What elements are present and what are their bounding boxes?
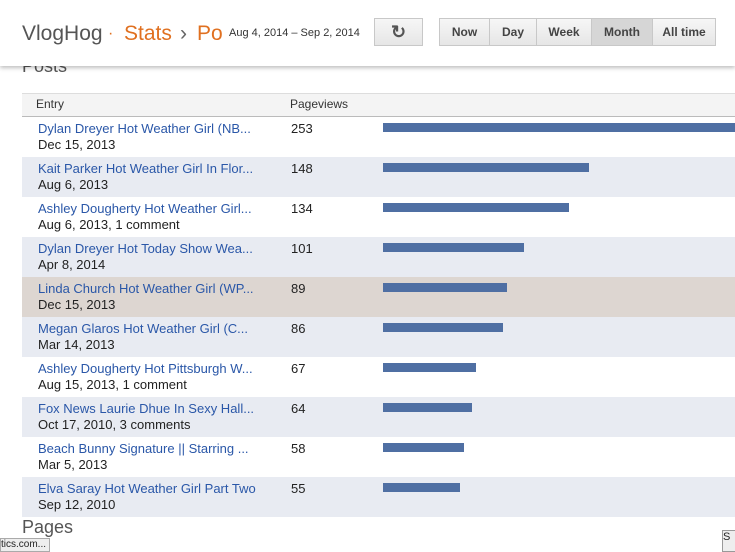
table-row: Dylan Dreyer Hot Today Show Wea... Apr 8,…	[22, 237, 735, 277]
table-row: Ashley Dougherty Hot Pittsburgh W... Aug …	[22, 357, 735, 397]
entry-date: Apr 8, 2014	[38, 257, 106, 272]
table-row: Ashley Dougherty Hot Weather Girl... Aug …	[22, 197, 735, 237]
entry-title[interactable]: Dylan Dreyer Hot Today Show Wea...	[38, 241, 253, 256]
separator: ·	[108, 25, 114, 42]
pageviews: 253	[291, 121, 313, 136]
pageviews-bar	[383, 203, 570, 212]
pageviews: 58	[291, 441, 306, 456]
chevron: ›	[180, 22, 187, 45]
pageviews: 86	[291, 321, 306, 336]
pageviews: 148	[291, 161, 313, 176]
entry-title[interactable]: Beach Bunny Signature || Starring ...	[38, 441, 249, 456]
subsection[interactable]: Po	[197, 22, 223, 45]
entry-date: Dec 15, 2013	[38, 297, 116, 312]
pageviews: 67	[291, 361, 306, 376]
refresh-button[interactable]: ↻	[374, 18, 423, 46]
pageviews: 89	[291, 281, 306, 296]
entry-date: Aug 15, 2013, 1 comment	[38, 377, 187, 392]
entry-title[interactable]: Ashley Dougherty Hot Pittsburgh W...	[38, 361, 253, 376]
entry-title[interactable]: Linda Church Hot Weather Girl (WP...	[38, 281, 254, 296]
range-button[interactable]: All time	[652, 18, 716, 46]
range-button[interactable]: Day	[489, 18, 537, 46]
brand[interactable]: VlogHog	[22, 22, 103, 45]
table-row: Linda Church Hot Weather Girl (WP... Dec …	[22, 277, 735, 317]
range-button[interactable]: Now	[439, 18, 490, 46]
range-button[interactable]: Month	[591, 18, 653, 46]
pageviews-bar	[383, 123, 735, 132]
pageviews-bar	[383, 483, 460, 492]
pageviews-bar	[383, 443, 464, 452]
pageviews: 55	[291, 481, 306, 496]
table-header: Entry Pageviews	[22, 93, 735, 117]
range-button[interactable]: Week	[536, 18, 592, 46]
entry-date: Mar 14, 2013	[38, 337, 115, 352]
section-title: Pages	[22, 517, 74, 537]
column-header: Entry	[36, 97, 65, 111]
entry-date: Aug 6, 2013, 1 comment	[38, 217, 180, 232]
entry-title[interactable]: Kait Parker Hot Weather Girl In Flor...	[38, 161, 254, 176]
entry-title[interactable]: Megan Glaros Hot Weather Girl (C...	[38, 321, 248, 336]
pageviews-bar	[383, 363, 477, 372]
pageviews-bar	[383, 283, 507, 292]
header: VlogHog · Stats › Po Aug 4, 2014 – Sep 2…	[0, 0, 735, 66]
pageviews: 64	[291, 401, 306, 416]
table-row: Megan Glaros Hot Weather Girl (C... Mar 1…	[22, 317, 735, 357]
entry-title[interactable]: Ashley Dougherty Hot Weather Girl...	[38, 201, 252, 216]
entry-title[interactable]: Elva Saray Hot Weather Girl Part Two	[38, 481, 256, 496]
pageviews-bar	[383, 243, 524, 252]
entry-date: Dec 15, 2013	[38, 137, 116, 152]
entry-title[interactable]: Dylan Dreyer Hot Weather Girl (NB...	[38, 121, 251, 136]
table-row: Dylan Dreyer Hot Weather Girl (NB... Dec …	[22, 117, 735, 157]
entry-date: Mar 5, 2013	[38, 457, 108, 472]
corner-tab[interactable]: S	[722, 530, 735, 552]
pageviews: 134	[291, 201, 313, 216]
table-row: Fox News Laurie Dhue In Sexy Hall... Oct …	[22, 397, 735, 437]
table-row: Elva Saray Hot Weather Girl Part Two Sep …	[22, 477, 735, 517]
section[interactable]: Stats	[124, 22, 172, 45]
pageviews-bar	[383, 163, 589, 172]
pageviews-bar	[383, 403, 473, 412]
entry-date: Sep 12, 2010	[38, 497, 116, 512]
entry-title[interactable]: Fox News Laurie Dhue In Sexy Hall...	[38, 401, 255, 416]
entry-date: Aug 6, 2013	[38, 177, 109, 192]
column-header: Pageviews	[290, 97, 349, 111]
date-range: Aug 4, 2014 – Sep 2, 2014	[229, 27, 360, 39]
pageviews-bar	[383, 323, 503, 332]
table-row: Kait Parker Hot Weather Girl In Flor... A…	[22, 157, 735, 197]
pageviews: 101	[291, 241, 313, 256]
entry-date: Oct 17, 2010, 3 comments	[38, 417, 191, 432]
table-row: Beach Bunny Signature || Starring ... Mar…	[22, 437, 735, 477]
